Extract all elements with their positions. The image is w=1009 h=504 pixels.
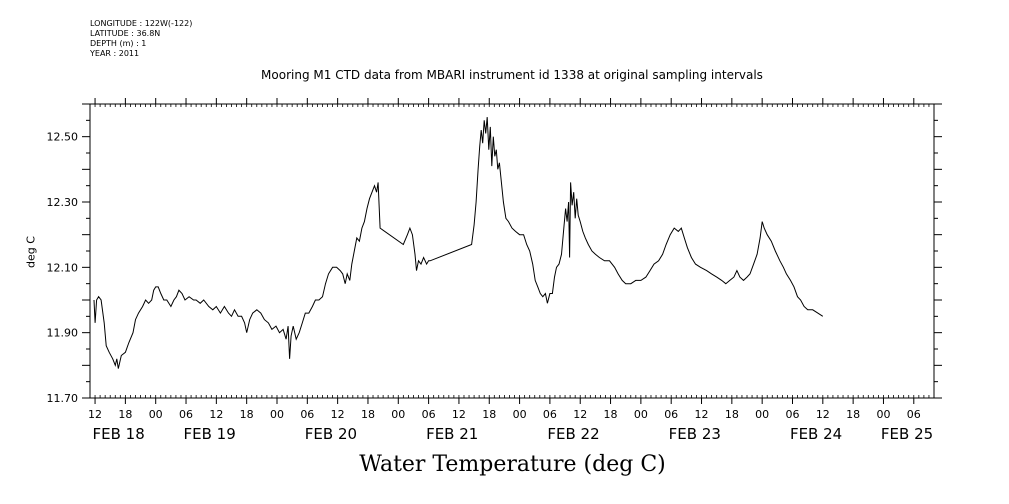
x-tick-label: 00 xyxy=(270,408,284,421)
x-date-label: FEB 24 xyxy=(790,425,842,443)
x-tick-label: 12 xyxy=(695,408,709,421)
x-tick-label: 18 xyxy=(604,408,618,421)
x-tick-label: 12 xyxy=(816,408,830,421)
y-axis-label: deg C xyxy=(24,236,38,268)
x-tick-label: 00 xyxy=(634,408,648,421)
x-date-label: FEB 18 xyxy=(93,425,145,443)
plot-frame xyxy=(89,103,935,399)
x-tick-label: 18 xyxy=(725,408,739,421)
plot-group xyxy=(93,117,824,369)
temperature-series-line xyxy=(93,117,824,369)
x-tick-label: 18 xyxy=(482,408,496,421)
metadata-block: LONGITUDE : 122W(-122) LATITUDE : 36.8N … xyxy=(90,19,192,59)
x-tick-label: 00 xyxy=(391,408,405,421)
x-tick-label: 18 xyxy=(118,408,132,421)
y-tick-label: 12.30 xyxy=(47,196,79,209)
x-tick-label: 12 xyxy=(209,408,223,421)
tick-labels-group: 12 18 00 06 12 18 00 06 12 18 00 06 12 18 00 06 12 18 00 06… xyxy=(47,131,934,443)
x-date-label: FEB 21 xyxy=(426,425,478,443)
x-tick-label: 06 xyxy=(664,408,678,421)
x-tick-label: 06 xyxy=(907,408,921,421)
axes-group xyxy=(82,98,942,404)
y-tick-label: 12.50 xyxy=(47,131,79,144)
longitude-text: LONGITUDE : 122W(-122) xyxy=(90,19,193,28)
x-tick-label: 12 xyxy=(452,408,466,421)
x-tick-label: 12 xyxy=(331,408,345,421)
x-tick-label: 18 xyxy=(846,408,860,421)
x-tick-label: 06 xyxy=(785,408,799,421)
x-date-label: FEB 25 xyxy=(881,425,933,443)
x-tick-label: 00 xyxy=(755,408,769,421)
x-date-label: FEB 23 xyxy=(669,425,721,443)
x-tick-label: 00 xyxy=(876,408,890,421)
y-tick-label: 11.90 xyxy=(47,327,79,340)
x-tick-label: 06 xyxy=(179,408,193,421)
x-minor-ticks xyxy=(89,104,935,398)
x-axis-label: Water Temperature (deg C) xyxy=(359,452,666,477)
x-tick-label: 12 xyxy=(88,408,102,421)
x-tick-label: 06 xyxy=(543,408,557,421)
chart-title: Mooring M1 CTD data from MBARI instrumen… xyxy=(261,68,763,82)
x-tick-label: 18 xyxy=(361,408,375,421)
x-tick-label: 06 xyxy=(422,408,436,421)
x-tick-label: 00 xyxy=(513,408,527,421)
depth-text: DEPTH (m) : 1 xyxy=(90,39,147,48)
y-tick-label: 12.10 xyxy=(47,261,79,274)
x-tick-label: 18 xyxy=(240,408,254,421)
x-date-label: FEB 22 xyxy=(547,425,599,443)
x-tick-label: 12 xyxy=(573,408,587,421)
x-tick-label: 06 xyxy=(300,408,314,421)
x-tick-label: 00 xyxy=(149,408,163,421)
year-text: YEAR : 2011 xyxy=(90,49,140,58)
x-date-label: FEB 20 xyxy=(305,425,357,443)
latitude-text: LATITUDE : 36.8N xyxy=(90,29,161,38)
x-date-label: FEB 19 xyxy=(183,425,235,443)
y-tick-label: 11.70 xyxy=(47,392,79,405)
